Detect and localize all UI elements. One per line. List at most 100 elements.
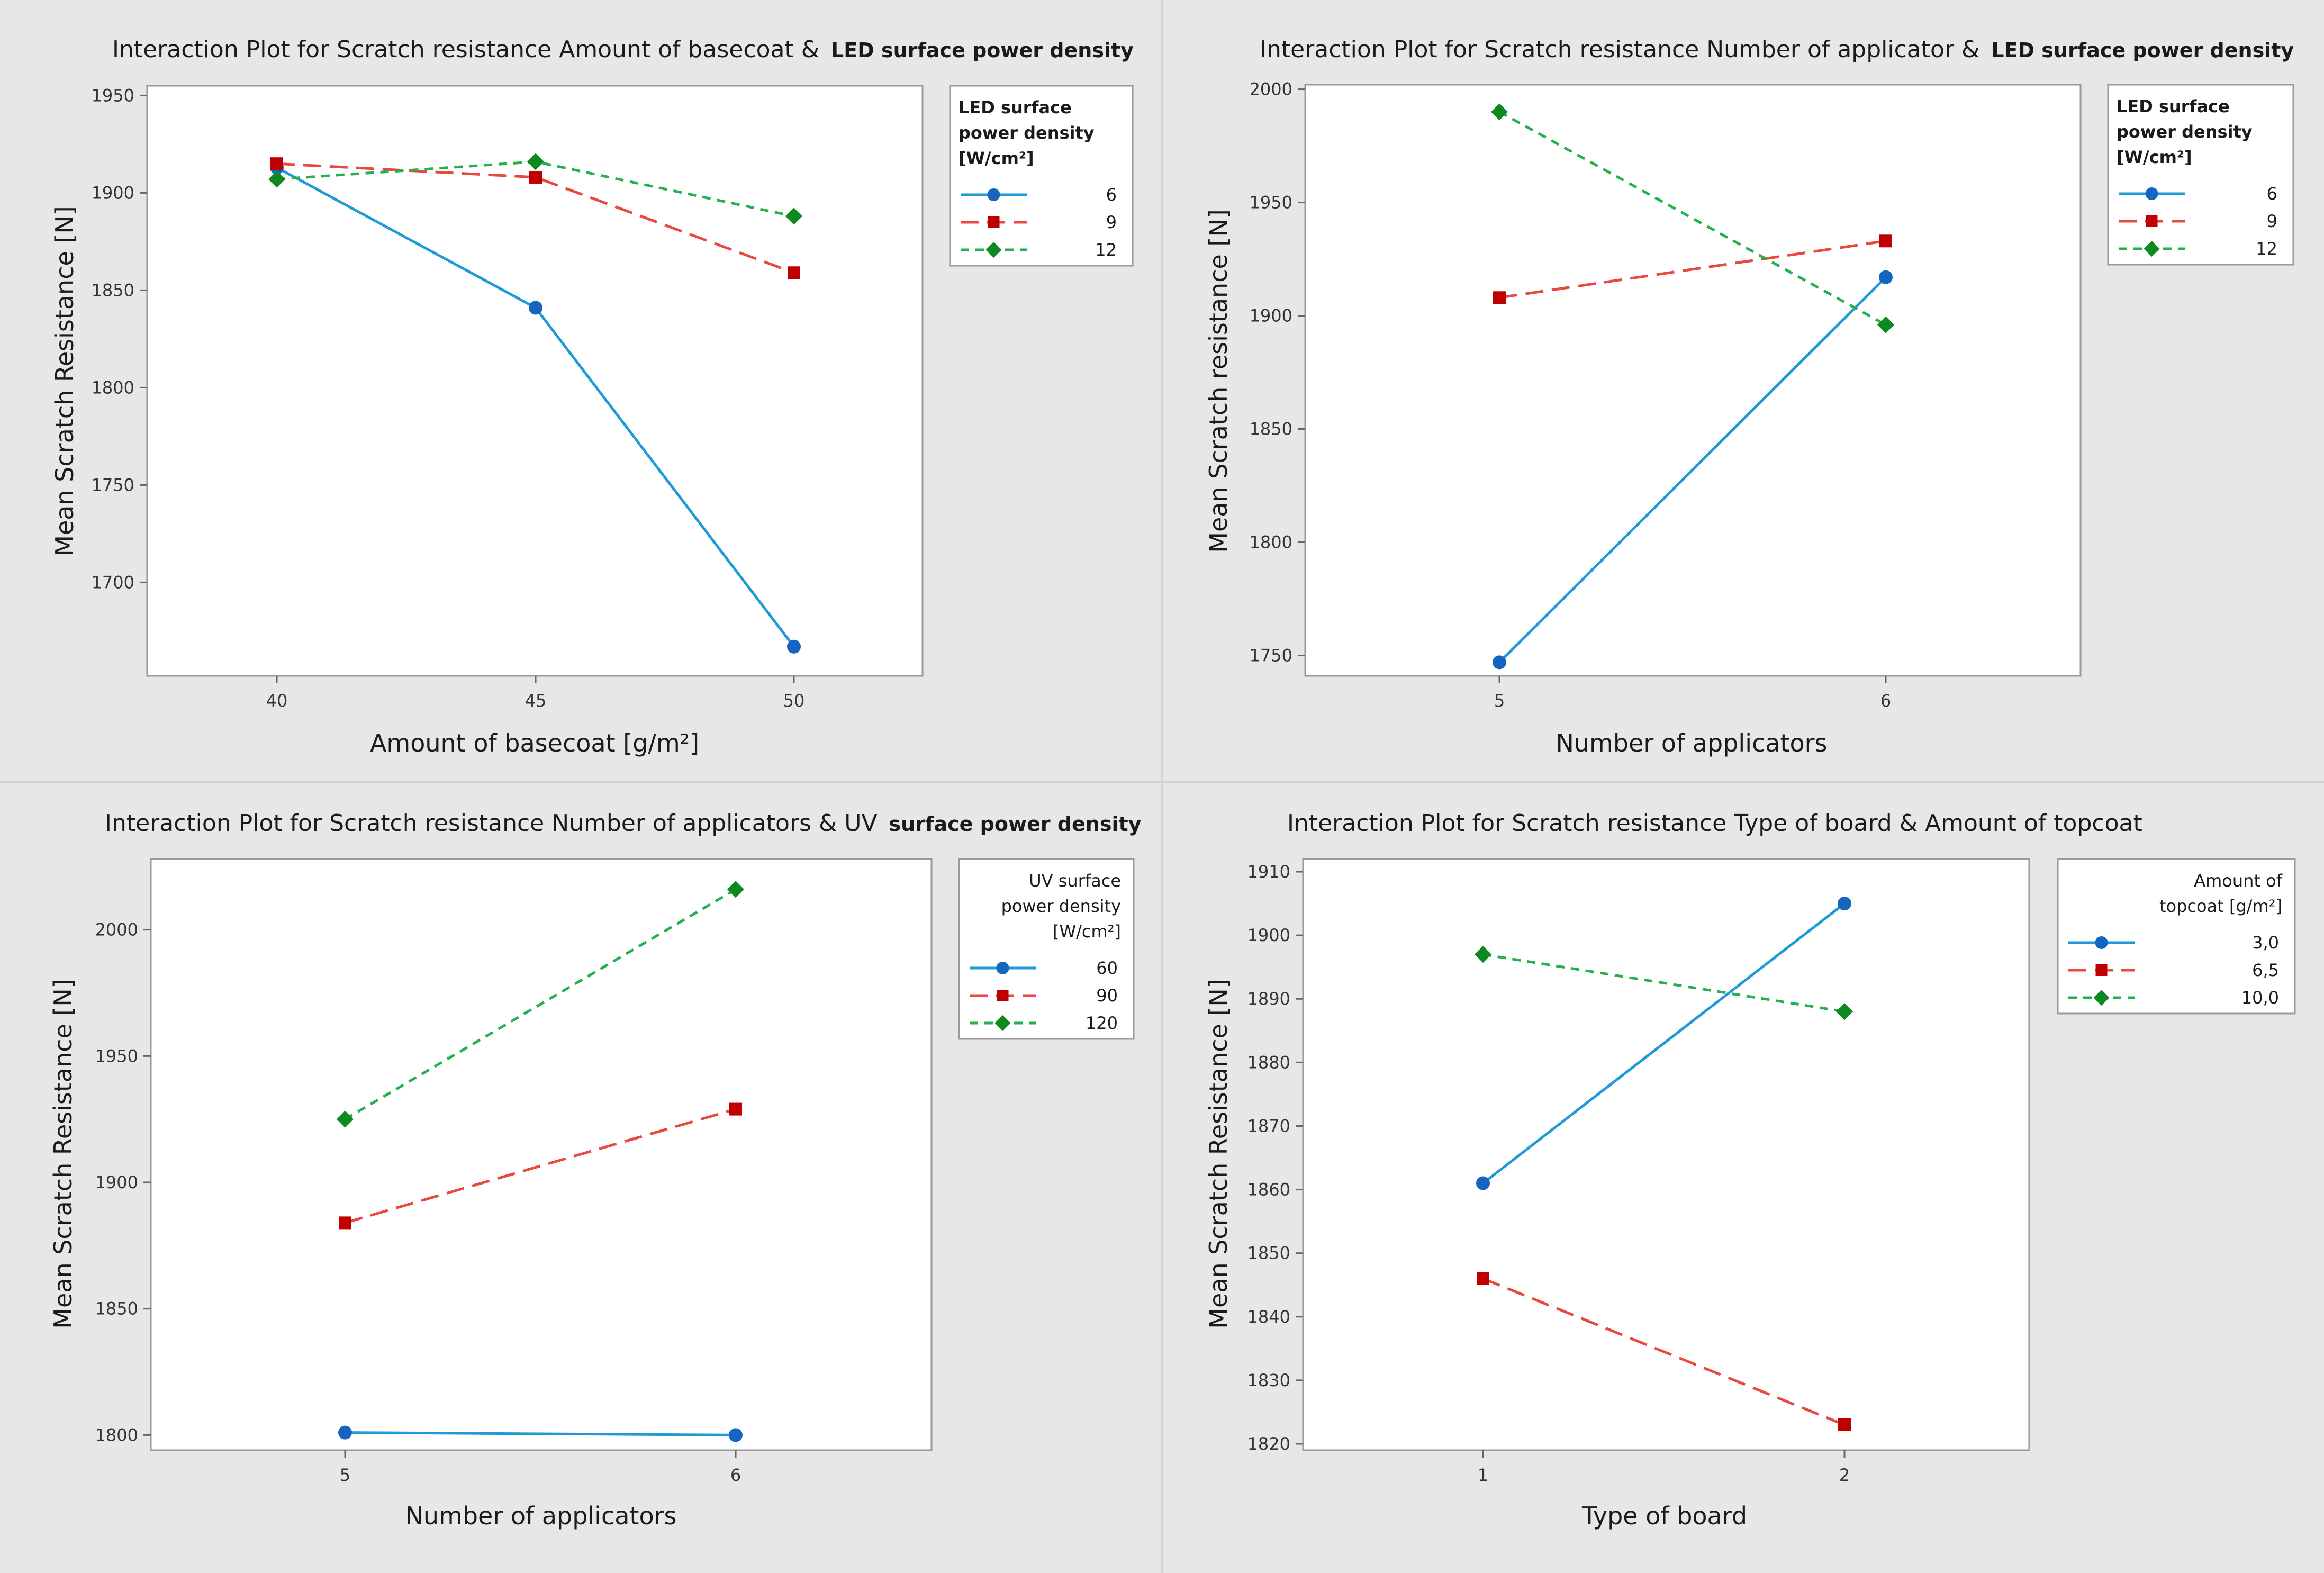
data-point bbox=[268, 170, 285, 188]
chart-title-suffix: LED surface power density bbox=[831, 39, 1134, 62]
series-9 bbox=[1493, 234, 1892, 304]
y-tick-label: 1830 bbox=[1247, 1370, 1290, 1390]
series-line bbox=[276, 162, 794, 274]
legend-entry-label: 3,0 bbox=[2252, 933, 2279, 953]
data-point bbox=[788, 266, 800, 279]
legend-swatch-marker bbox=[996, 962, 1009, 974]
y-tick-label: 1890 bbox=[1247, 989, 1290, 1009]
legend-title-line: [W/cm²] bbox=[958, 148, 1034, 168]
data-point bbox=[339, 1216, 351, 1230]
legend-entry-label: 6,5 bbox=[2252, 960, 2279, 980]
y-tick-label: 1820 bbox=[1247, 1434, 1290, 1454]
data-point bbox=[727, 881, 744, 898]
legend-title-line: power density bbox=[2117, 122, 2253, 142]
y-tick-label: 1870 bbox=[1247, 1116, 1290, 1136]
legend-title-line: Amount of bbox=[2194, 871, 2283, 891]
x-tick-label: 6 bbox=[730, 1465, 741, 1485]
data-point bbox=[1493, 291, 1506, 304]
y-tick-label: 1880 bbox=[1247, 1052, 1290, 1072]
y-tick-label: 1850 bbox=[1247, 1243, 1290, 1263]
y-tick-label: 1750 bbox=[92, 475, 134, 495]
data-point bbox=[1836, 1003, 1853, 1020]
y-tick-label: 1860 bbox=[1247, 1180, 1290, 1200]
data-point bbox=[1879, 234, 1892, 248]
data-point bbox=[1493, 655, 1506, 670]
x-tick-label: 45 bbox=[525, 691, 547, 711]
chart-title-main: Interaction Plot for Scratch resistance … bbox=[112, 36, 819, 63]
y-tick-label: 1800 bbox=[92, 377, 134, 397]
series-line bbox=[1499, 239, 1886, 299]
chart-title-main: Interaction Plot for Scratch resistance … bbox=[1287, 810, 2142, 837]
legend-title-line: LED surface bbox=[958, 97, 1072, 117]
data-point bbox=[785, 207, 802, 225]
legend-entry-label: 6 bbox=[1106, 185, 1117, 205]
x-tick-label: 40 bbox=[266, 691, 288, 711]
legend-swatch-marker bbox=[987, 188, 1000, 201]
data-point bbox=[338, 1425, 352, 1440]
series-9 bbox=[270, 157, 800, 279]
data-point bbox=[1879, 270, 1893, 284]
legend-swatch-marker bbox=[2146, 215, 2158, 227]
chart-title: Interaction Plot for Scratch resistance … bbox=[1287, 810, 2142, 837]
data-point bbox=[1838, 1418, 1851, 1431]
y-axis-label: Mean Scratch Resistance [N] bbox=[49, 979, 77, 1328]
series-90 bbox=[339, 1102, 742, 1230]
legend-box bbox=[958, 858, 1135, 1040]
legend-entry-label: 60 bbox=[1096, 958, 1118, 978]
y-tick-label: 1700 bbox=[92, 572, 134, 592]
legend-title-line: power density bbox=[1001, 896, 1121, 916]
data-point bbox=[1476, 1176, 1490, 1190]
x-axis-label: Number of applicators bbox=[1556, 729, 1827, 757]
x-axis-label: Amount of basecoat [g/m²] bbox=[370, 729, 699, 757]
series-10,0 bbox=[1475, 946, 1853, 1020]
y-tick-label: 2000 bbox=[95, 920, 138, 940]
chart-title-suffix: surface power density bbox=[889, 812, 1142, 836]
legend-entry-label: 6 bbox=[2267, 184, 2277, 204]
y-tick-label: 2000 bbox=[1250, 79, 1292, 100]
series-line bbox=[1482, 1277, 1845, 1426]
series-line bbox=[345, 1108, 736, 1224]
chart-title-suffix: LED surface power density bbox=[1991, 39, 2294, 62]
y-tick-label: 1850 bbox=[95, 1299, 138, 1319]
legend: LED surface power density [W/cm²] 6 9 12 bbox=[2107, 84, 2294, 266]
x-tick-label: 50 bbox=[783, 691, 805, 711]
legend-entry-label: 10,0 bbox=[2241, 988, 2279, 1008]
y-axis-label: Mean Scratch Resistance [N] bbox=[50, 206, 79, 556]
legend: Amount of topcoat [g/m²] 3,0 6,5 10,0 bbox=[2057, 858, 2296, 1015]
chart-title-main: Interaction Plot for Scratch resistance … bbox=[105, 810, 878, 837]
legend-swatch-marker bbox=[2095, 936, 2108, 949]
chart-title: Interaction Plot for Scratch resistance … bbox=[112, 36, 1134, 63]
chart-title-main: Interaction Plot for Scratch resistance … bbox=[1260, 36, 1979, 63]
series-60 bbox=[338, 1425, 743, 1442]
legend-entry-label: 90 bbox=[1096, 986, 1118, 1006]
x-tick-label: 1 bbox=[1478, 1465, 1488, 1485]
chart-title: Interaction Plot for Scratch resistance … bbox=[105, 810, 1142, 837]
y-axis-label: Mean Scratch Resistance [N] bbox=[1204, 979, 1233, 1328]
data-point bbox=[527, 153, 544, 170]
legend-swatch-marker bbox=[994, 1015, 1011, 1031]
plot-area bbox=[1302, 858, 2030, 1451]
legend-entry-label: 12 bbox=[2256, 239, 2277, 259]
data-point bbox=[529, 170, 542, 184]
data-point bbox=[729, 1102, 742, 1116]
legend-box bbox=[2107, 84, 2294, 266]
series-6,5 bbox=[1477, 1272, 1851, 1431]
y-tick-label: 1950 bbox=[1250, 193, 1292, 213]
series-line bbox=[344, 888, 737, 1120]
y-tick-label: 1800 bbox=[95, 1425, 138, 1445]
y-tick-label: 1900 bbox=[1250, 306, 1292, 326]
y-tick-label: 1900 bbox=[1247, 925, 1290, 945]
legend-box bbox=[949, 85, 1134, 267]
legend-title-line: power density bbox=[958, 123, 1095, 143]
y-tick-label: 1750 bbox=[1250, 645, 1292, 665]
data-point bbox=[1491, 103, 1508, 121]
chart-panel-1: Interaction Plot for Scratch resistance … bbox=[50, 36, 1134, 757]
y-tick-label: 1850 bbox=[1250, 419, 1292, 439]
chart-panel-3: Interaction Plot for Scratch resistance … bbox=[49, 810, 1142, 1530]
series-12 bbox=[268, 153, 802, 225]
y-tick-label: 1900 bbox=[92, 183, 134, 203]
plot-area bbox=[150, 858, 933, 1451]
data-point bbox=[337, 1110, 354, 1128]
y-tick-label: 1800 bbox=[1250, 532, 1292, 552]
